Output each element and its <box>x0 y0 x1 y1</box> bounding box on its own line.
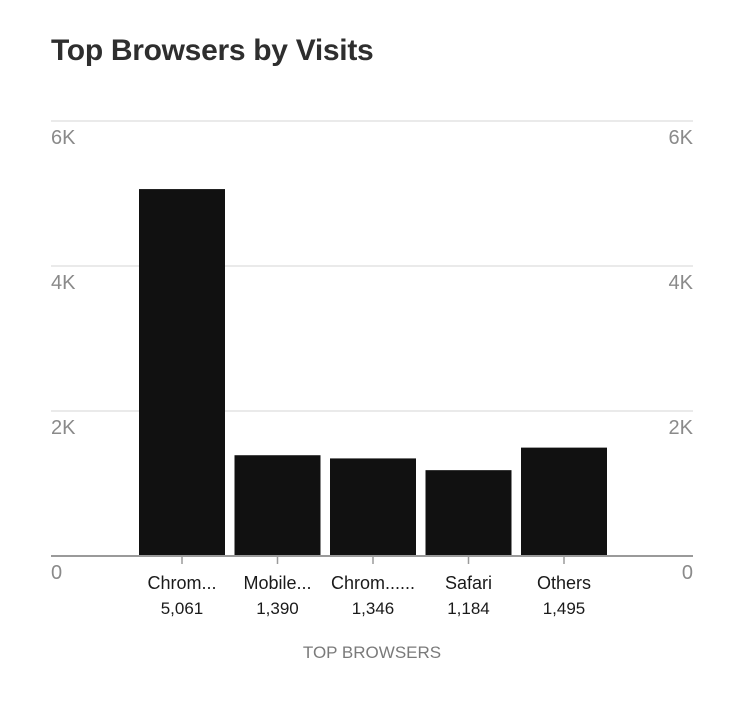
bar <box>139 189 225 556</box>
chart-title: Top Browsers by Visits <box>51 34 374 67</box>
x-tick-label: Chrom...... <box>331 573 415 593</box>
y-tick-label-right: 2K <box>669 417 694 439</box>
y-tick-label-left: 0 <box>51 562 62 584</box>
y-tick-label-left: 4K <box>51 272 76 294</box>
bar <box>330 458 416 556</box>
y-tick-label-right: 4K <box>669 272 694 294</box>
data-label: 1,495 <box>543 599 586 618</box>
bar <box>425 470 512 556</box>
x-tick-label: Chrom... <box>147 573 216 593</box>
data-label: 1,184 <box>447 599 490 618</box>
y-tick-label-left: 2K <box>51 417 76 439</box>
x-tick-label: Mobile... <box>243 573 311 593</box>
bar <box>234 455 321 556</box>
x-axis-title: TOP BROWSERS <box>303 643 441 662</box>
data-label: 1,390 <box>256 599 299 618</box>
bar <box>521 447 607 556</box>
x-tick-label: Safari <box>445 573 492 593</box>
data-label: 1,346 <box>352 599 395 618</box>
y-tick-label-right: 6K <box>669 127 694 149</box>
x-tick-label: Others <box>537 573 591 593</box>
y-tick-label-right: 0 <box>682 562 693 584</box>
y-tick-label-left: 6K <box>51 127 76 149</box>
data-label: 5,061 <box>161 599 204 618</box>
